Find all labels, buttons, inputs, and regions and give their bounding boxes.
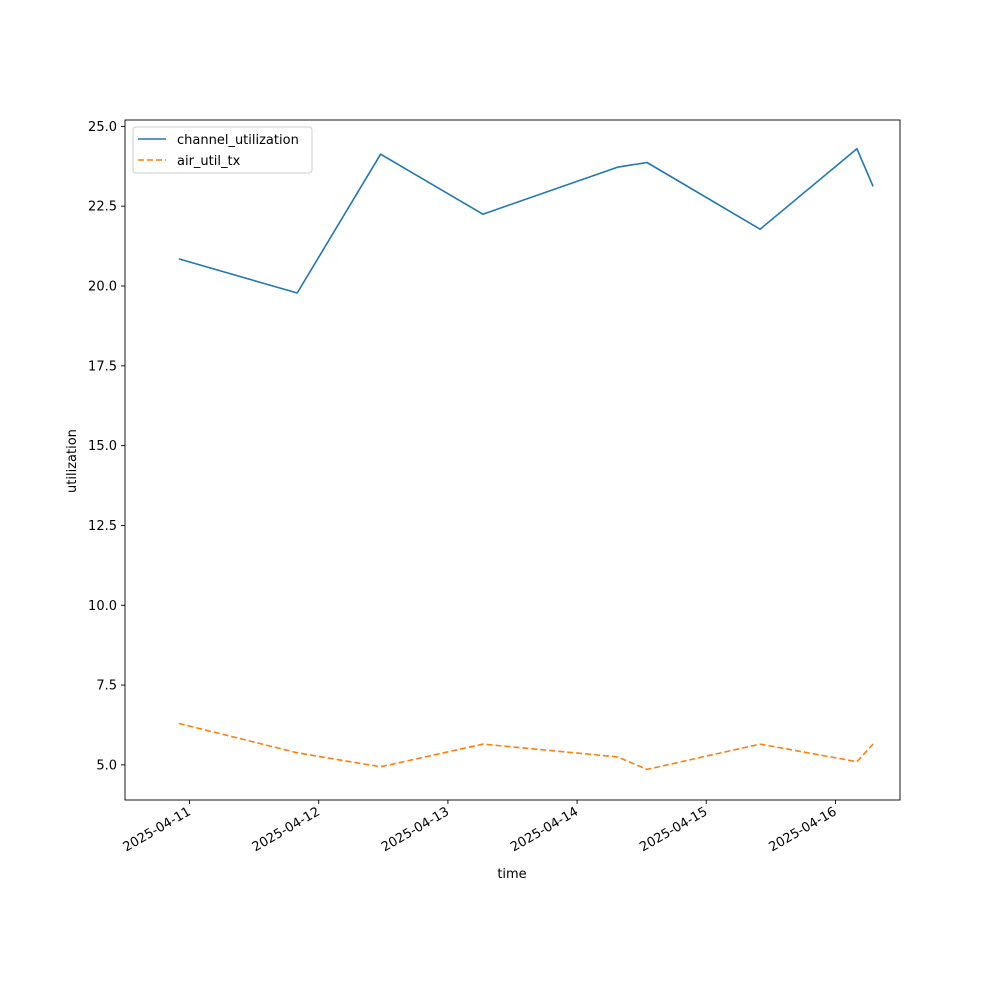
plot-area — [178, 147, 874, 771]
y-tick-label: 22.5 — [88, 200, 117, 215]
y-tick-label: 17.5 — [88, 359, 117, 374]
legend-label-air-util-tx: air_util_tx — [177, 154, 241, 169]
axes-frame — [124, 119, 901, 801]
legend: channel_utilization air_util_tx — [132, 126, 313, 174]
y-tick-label: 15.0 — [88, 439, 117, 454]
legend-label-channel-utilization: channel_utilization — [177, 133, 299, 148]
y-tick-label: 10.0 — [88, 599, 117, 614]
x-axis-label: time — [497, 867, 526, 882]
y-axis-label: utilization — [65, 429, 80, 493]
y-tick-label: 12.5 — [88, 519, 117, 534]
legend-box — [132, 126, 313, 174]
y-tick-label: 5.0 — [96, 758, 117, 773]
y-tick-label: 25.0 — [88, 120, 117, 135]
y-tick-label: 20.0 — [88, 280, 117, 295]
series-line-air-util-tx — [178, 722, 874, 771]
y-tick-label: 7.5 — [96, 679, 117, 694]
series-line-channel-utilization — [178, 147, 874, 294]
